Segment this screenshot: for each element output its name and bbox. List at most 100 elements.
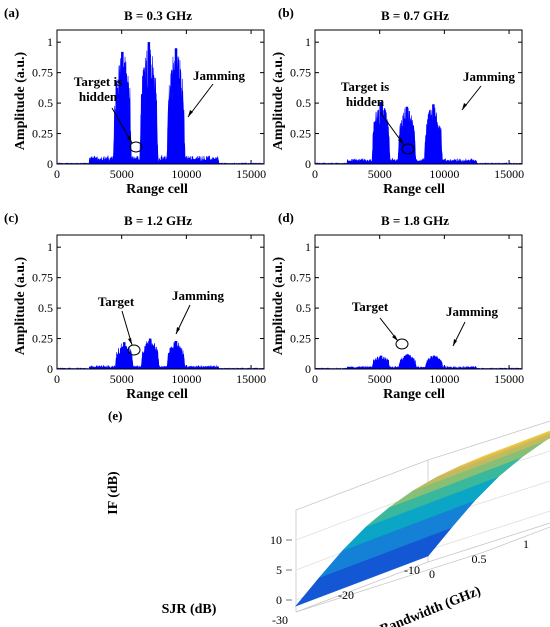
y-axis-label: Amplitude (a.u.) bbox=[13, 51, 28, 150]
signal-series bbox=[314, 102, 523, 165]
surface-patch bbox=[436, 431, 550, 478]
x-tick-label: 15000 bbox=[494, 372, 524, 386]
target-arrowhead bbox=[398, 138, 404, 145]
x-axis-label: Range cell bbox=[383, 387, 445, 402]
surface-patch bbox=[413, 433, 550, 491]
panel-title: B = 1.2 GHz bbox=[124, 213, 192, 228]
x-tick-label: 5000 bbox=[110, 372, 134, 386]
jamming-arrowhead bbox=[188, 110, 193, 117]
target-arrowhead bbox=[392, 335, 398, 341]
y-tick-label: 0 bbox=[305, 157, 311, 171]
y-tick-label: 0.5 bbox=[38, 301, 53, 315]
panel-a: (a) B = 0.3 GHz Amplitude (a.u.) Range c… bbox=[4, 5, 266, 197]
signal-series bbox=[56, 49, 265, 165]
panel-tag: (a) bbox=[4, 5, 19, 20]
plot-frame-top bbox=[56, 234, 265, 370]
x-tick-label: 10000 bbox=[429, 167, 459, 181]
x-tick-label: 0.5 bbox=[472, 552, 487, 566]
y-tick-label: 0.75 bbox=[32, 271, 53, 285]
plot-frame bbox=[314, 234, 523, 370]
x-axis-label: Bandwidth (GHz) bbox=[378, 584, 483, 627]
annotation-target-hidden-line1: Target is bbox=[341, 79, 389, 94]
panel-b: (b) B = 0.7 GHz Amplitude (a.u.) Range c… bbox=[271, 5, 524, 197]
annotation-target: Target bbox=[352, 299, 389, 314]
y-tick-label: -30 bbox=[272, 613, 288, 627]
y-tick-label: 1 bbox=[305, 240, 311, 254]
panel-title: B = 1.8 GHz bbox=[381, 213, 449, 228]
target-circle bbox=[129, 141, 143, 153]
panel-tag: (b) bbox=[278, 5, 294, 20]
x-tick-label: 5000 bbox=[368, 167, 392, 181]
panel-title: B = 0.3 GHz bbox=[124, 8, 192, 23]
plot-frame-top bbox=[314, 234, 523, 370]
target-circle bbox=[401, 143, 415, 155]
y-axis-label: Amplitude (a.u.) bbox=[13, 256, 28, 355]
axis-box-edge bbox=[295, 551, 485, 613]
panel-tag: (c) bbox=[4, 210, 18, 225]
x-axis-label: Range cell bbox=[126, 387, 188, 402]
signal-series bbox=[56, 339, 265, 370]
x-tick-label: 10000 bbox=[171, 372, 201, 386]
y-tick-label: 0.25 bbox=[290, 332, 311, 346]
annotation-target: Target bbox=[98, 294, 135, 309]
plot-frame-top bbox=[314, 29, 523, 165]
x-axis-label: Range cell bbox=[126, 182, 188, 197]
y-tick-label: 0 bbox=[47, 362, 53, 376]
axis-box-edge bbox=[483, 526, 550, 553]
annotation-jamming: Jamming bbox=[193, 68, 246, 83]
annotation-jamming: Jamming bbox=[446, 304, 499, 319]
x-tick-label: 0 bbox=[312, 372, 318, 386]
y-tick-label: 1 bbox=[47, 240, 53, 254]
panel-tag: (d) bbox=[278, 210, 294, 225]
plot-frame bbox=[56, 234, 265, 370]
y-tick-label: 0.25 bbox=[32, 127, 53, 141]
x-tick-label: 0 bbox=[429, 567, 435, 581]
y-tick-label: 0.75 bbox=[290, 66, 311, 80]
axis-box-edge bbox=[427, 522, 550, 563]
plot-frame-top bbox=[56, 29, 265, 165]
y-tick-label: 0.75 bbox=[290, 271, 311, 285]
axis-box-edge bbox=[295, 561, 429, 613]
y-axis-label: Amplitude (a.u.) bbox=[271, 256, 286, 355]
z-tick-label: 0 bbox=[276, 593, 282, 607]
axis-box-edge bbox=[295, 459, 429, 511]
target-circle bbox=[127, 344, 141, 356]
y-axis-label: SJR (dB) bbox=[162, 602, 217, 617]
x-tick-label: 5000 bbox=[368, 372, 392, 386]
annotation-jamming: Jamming bbox=[463, 69, 516, 84]
signal-series bbox=[314, 353, 523, 370]
y-tick-label: 0.25 bbox=[32, 332, 53, 346]
surface-patch bbox=[460, 430, 550, 467]
y-tick-label: 0 bbox=[47, 157, 53, 171]
y-tick-label: 0.5 bbox=[38, 96, 53, 110]
target-circle bbox=[395, 338, 409, 350]
x-tick-label: 5000 bbox=[110, 167, 134, 181]
x-tick-label: 0 bbox=[312, 167, 318, 181]
y-tick-label: -10 bbox=[404, 563, 420, 577]
x-tick-label: 15000 bbox=[236, 167, 266, 181]
x-tick-label: 15000 bbox=[236, 372, 266, 386]
x-tick-label: 0 bbox=[54, 372, 60, 386]
target-arrowhead bbox=[128, 338, 132, 345]
y-tick-label: 0.75 bbox=[32, 66, 53, 80]
axis-box-edge bbox=[427, 420, 550, 461]
annotation-target-hidden-line1: Target is bbox=[74, 74, 122, 89]
jamming-arrowhead bbox=[453, 339, 457, 346]
annotation-target-hidden-line2: hidden bbox=[79, 89, 118, 104]
panel-title: B = 0.7 GHz bbox=[381, 8, 449, 23]
z-axis-label: IF (dB) bbox=[106, 471, 121, 515]
y-tick-label: 0.5 bbox=[296, 96, 311, 110]
panel-tag: (e) bbox=[108, 408, 122, 423]
x-axis-label: Range cell bbox=[383, 182, 445, 197]
jamming-arrowhead bbox=[176, 327, 180, 334]
y-tick-label: 1 bbox=[305, 35, 311, 49]
annotation-jamming: Jamming bbox=[172, 288, 225, 303]
x-tick-label: 1 bbox=[523, 537, 529, 551]
y-tick-label: 0 bbox=[305, 362, 311, 376]
panel-c: (c) B = 1.2 GHz Amplitude (a.u.) Range c… bbox=[4, 210, 266, 402]
z-tick-label: 5 bbox=[276, 563, 282, 577]
y-axis-label: Amplitude (a.u.) bbox=[271, 51, 286, 150]
y-tick-label: 0.5 bbox=[296, 301, 311, 315]
